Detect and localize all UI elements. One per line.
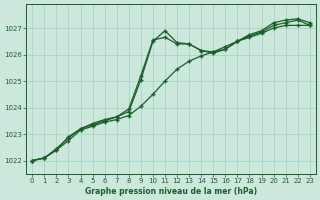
X-axis label: Graphe pression niveau de la mer (hPa): Graphe pression niveau de la mer (hPa) <box>85 187 257 196</box>
